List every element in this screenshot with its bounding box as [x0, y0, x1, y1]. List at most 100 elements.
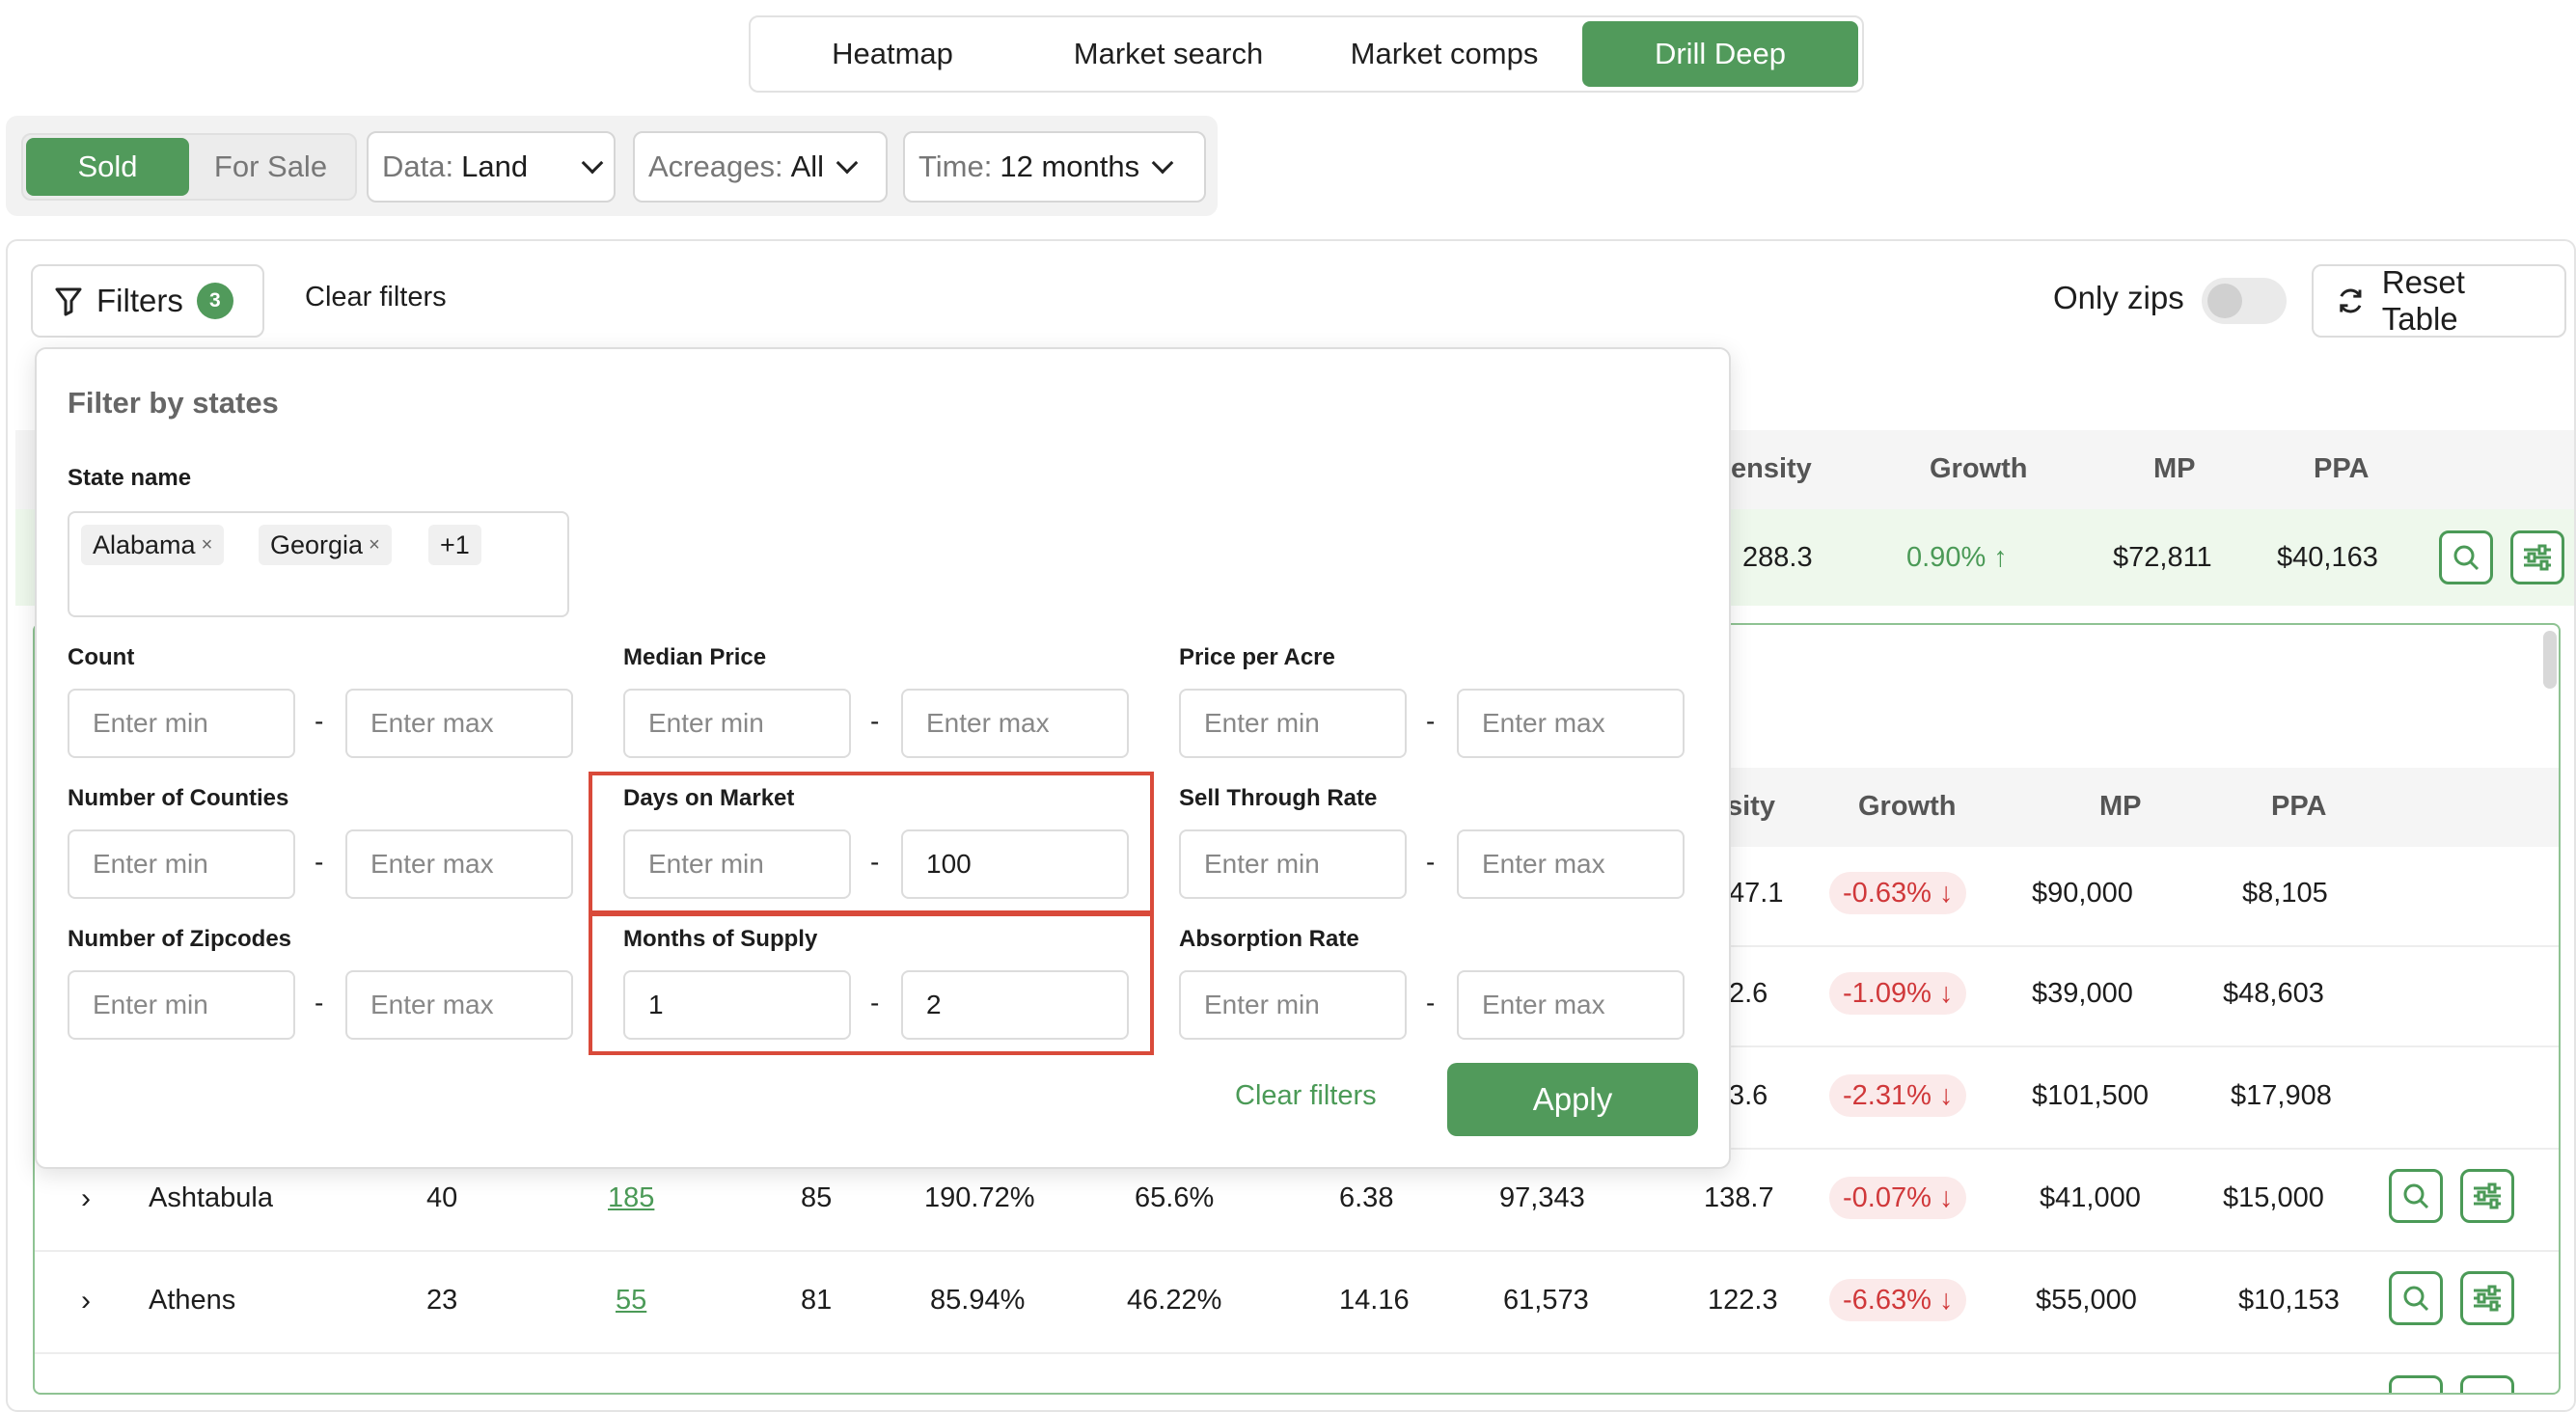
absorption-label: Absorption Rate — [1179, 926, 1359, 952]
tab-heatmap[interactable]: Heatmap — [832, 37, 953, 70]
row-ppa: $17,908 — [2231, 1080, 2332, 1111]
row-count: 40 — [426, 1182, 458, 1213]
clear-filters-link[interactable]: Clear filters — [305, 282, 447, 312]
top-nav-tabs: Heatmap Market search Market comps Drill… — [749, 15, 1864, 93]
search-icon — [2453, 545, 2480, 571]
filter-icon — [55, 287, 82, 316]
settings-button[interactable] — [2510, 530, 2564, 584]
row-ar: 65.6% — [1135, 1182, 1215, 1213]
dom-max-input[interactable] — [901, 829, 1129, 899]
absorption-min-input[interactable] — [1179, 970, 1407, 1040]
sold-option[interactable]: Sold — [26, 138, 189, 196]
expand-chevron-icon[interactable]: › — [81, 1182, 91, 1214]
clear-filters-button[interactable]: Clear filters — [1235, 1080, 1377, 1111]
header-density: ensity — [1731, 453, 1812, 484]
tab-market-search[interactable]: Market search — [1073, 37, 1264, 70]
state-name-label: State name — [68, 465, 192, 491]
row-zips-link[interactable]: 55 — [616, 1285, 647, 1316]
row-mp: $101,500 — [2032, 1080, 2149, 1111]
settings-button[interactable] — [2460, 1271, 2514, 1325]
sell-through-max-input[interactable] — [1457, 829, 1685, 899]
days-on-market-label: Days on Market — [623, 785, 795, 811]
header-growth: Growth — [1930, 453, 2028, 484]
chevron-down-icon — [1151, 151, 1174, 175]
price-per-acre-label: Price per Acre — [1179, 644, 1335, 670]
counties-min-input[interactable] — [68, 829, 295, 899]
for-sale-option[interactable]: For Sale — [213, 149, 328, 183]
search-button[interactable] — [2389, 1169, 2443, 1223]
median-price-max-input[interactable] — [901, 689, 1129, 758]
reset-table-button[interactable]: Reset Table — [2312, 264, 2566, 338]
tab-market-comps[interactable]: Market comps — [1350, 37, 1539, 70]
row-density: 138.7 — [1704, 1182, 1774, 1213]
growth-badge: -1.09% ↓ — [1829, 972, 1967, 1015]
highlight-days-on-market — [589, 772, 1154, 914]
row-str: 85.94% — [930, 1285, 1026, 1316]
row-zips-link[interactable]: 185 — [608, 1182, 655, 1213]
row-pop: 97,343 — [1499, 1182, 1585, 1213]
row-dom: 85 — [801, 1182, 833, 1213]
search-button[interactable] — [2389, 1271, 2443, 1325]
row-ppa: $15,000 — [2223, 1182, 2324, 1213]
zipcodes-min-input[interactable] — [68, 970, 295, 1040]
search-button[interactable] — [2389, 1375, 2443, 1393]
sliders-icon — [2474, 1285, 2501, 1312]
refresh-icon — [2340, 288, 2362, 313]
ppa-max-input[interactable] — [1457, 689, 1685, 758]
state-select[interactable]: Alabama × Georgia × +1 — [68, 511, 569, 617]
tab-drill-deep[interactable]: Drill Deep — [1582, 21, 1858, 87]
filters-label: Filters — [96, 283, 183, 318]
close-icon[interactable]: × — [369, 533, 380, 556]
acreages-label: Acreages: — [648, 149, 783, 183]
close-icon[interactable]: × — [201, 533, 213, 556]
sell-through-min-input[interactable] — [1179, 829, 1407, 899]
dom-min-input[interactable] — [623, 829, 851, 899]
data-label: Data: — [382, 149, 454, 183]
sliders-icon — [2524, 544, 2551, 571]
reset-table-label: Reset Table — [2381, 264, 2465, 337]
row-str: 190.72% — [924, 1182, 1035, 1213]
counties-max-input[interactable] — [345, 829, 573, 899]
row-density: 2.6 — [1729, 978, 1768, 1009]
row-dom: 81 — [801, 1285, 833, 1316]
zipcodes-max-input[interactable] — [345, 970, 573, 1040]
row-mp: $39,000 — [2032, 978, 2133, 1009]
only-zips-toggle[interactable] — [2202, 278, 2287, 324]
data-dropdown[interactable]: Data: Land — [367, 131, 616, 203]
search-button[interactable] — [2439, 530, 2493, 584]
apply-button[interactable]: Apply — [1447, 1063, 1698, 1136]
state-chip-more[interactable]: +1 — [428, 525, 481, 565]
summary-growth: 0.90% ↑ — [1906, 542, 2008, 573]
absorption-max-input[interactable] — [1457, 970, 1685, 1040]
highlight-months-supply — [589, 912, 1154, 1055]
header-ppa: PPA — [2271, 791, 2327, 822]
acreages-value: All — [790, 149, 825, 183]
search-icon — [2403, 1286, 2429, 1312]
num-counties-label: Number of Counties — [68, 785, 289, 811]
expand-chevron-icon[interactable]: › — [81, 1285, 91, 1317]
data-value: Land — [461, 149, 529, 183]
header-ppa: PPA — [2314, 453, 2370, 484]
mos-max-input[interactable] — [901, 970, 1129, 1040]
scrollbar[interactable] — [2543, 631, 2557, 689]
count-min-input[interactable] — [68, 689, 295, 758]
sell-through-label: Sell Through Rate — [1179, 785, 1378, 811]
only-zips-label: Only zips — [2053, 280, 2184, 315]
state-chip-georgia[interactable]: Georgia × — [259, 525, 392, 565]
months-supply-label: Months of Supply — [623, 926, 818, 952]
row-mp: $41,000 — [2040, 1182, 2141, 1213]
popover-title: Filter by states — [68, 386, 279, 420]
count-max-input[interactable] — [345, 689, 573, 758]
time-dropdown[interactable]: Time: 12 months — [903, 131, 1206, 203]
growth-badge: -0.07% ↓ — [1829, 1177, 1967, 1219]
acreages-dropdown[interactable]: Acreages: All — [633, 131, 888, 203]
settings-button[interactable] — [2460, 1375, 2514, 1393]
summary-density: 288.3 — [1742, 542, 1813, 573]
filters-button[interactable]: Filters 3 — [31, 264, 264, 338]
row-mp: $55,000 — [2036, 1285, 2137, 1316]
mos-min-input[interactable] — [623, 970, 851, 1040]
state-chip-alabama[interactable]: Alabama × — [81, 525, 225, 565]
ppa-min-input[interactable] — [1179, 689, 1407, 758]
settings-button[interactable] — [2460, 1169, 2514, 1223]
median-price-min-input[interactable] — [623, 689, 851, 758]
